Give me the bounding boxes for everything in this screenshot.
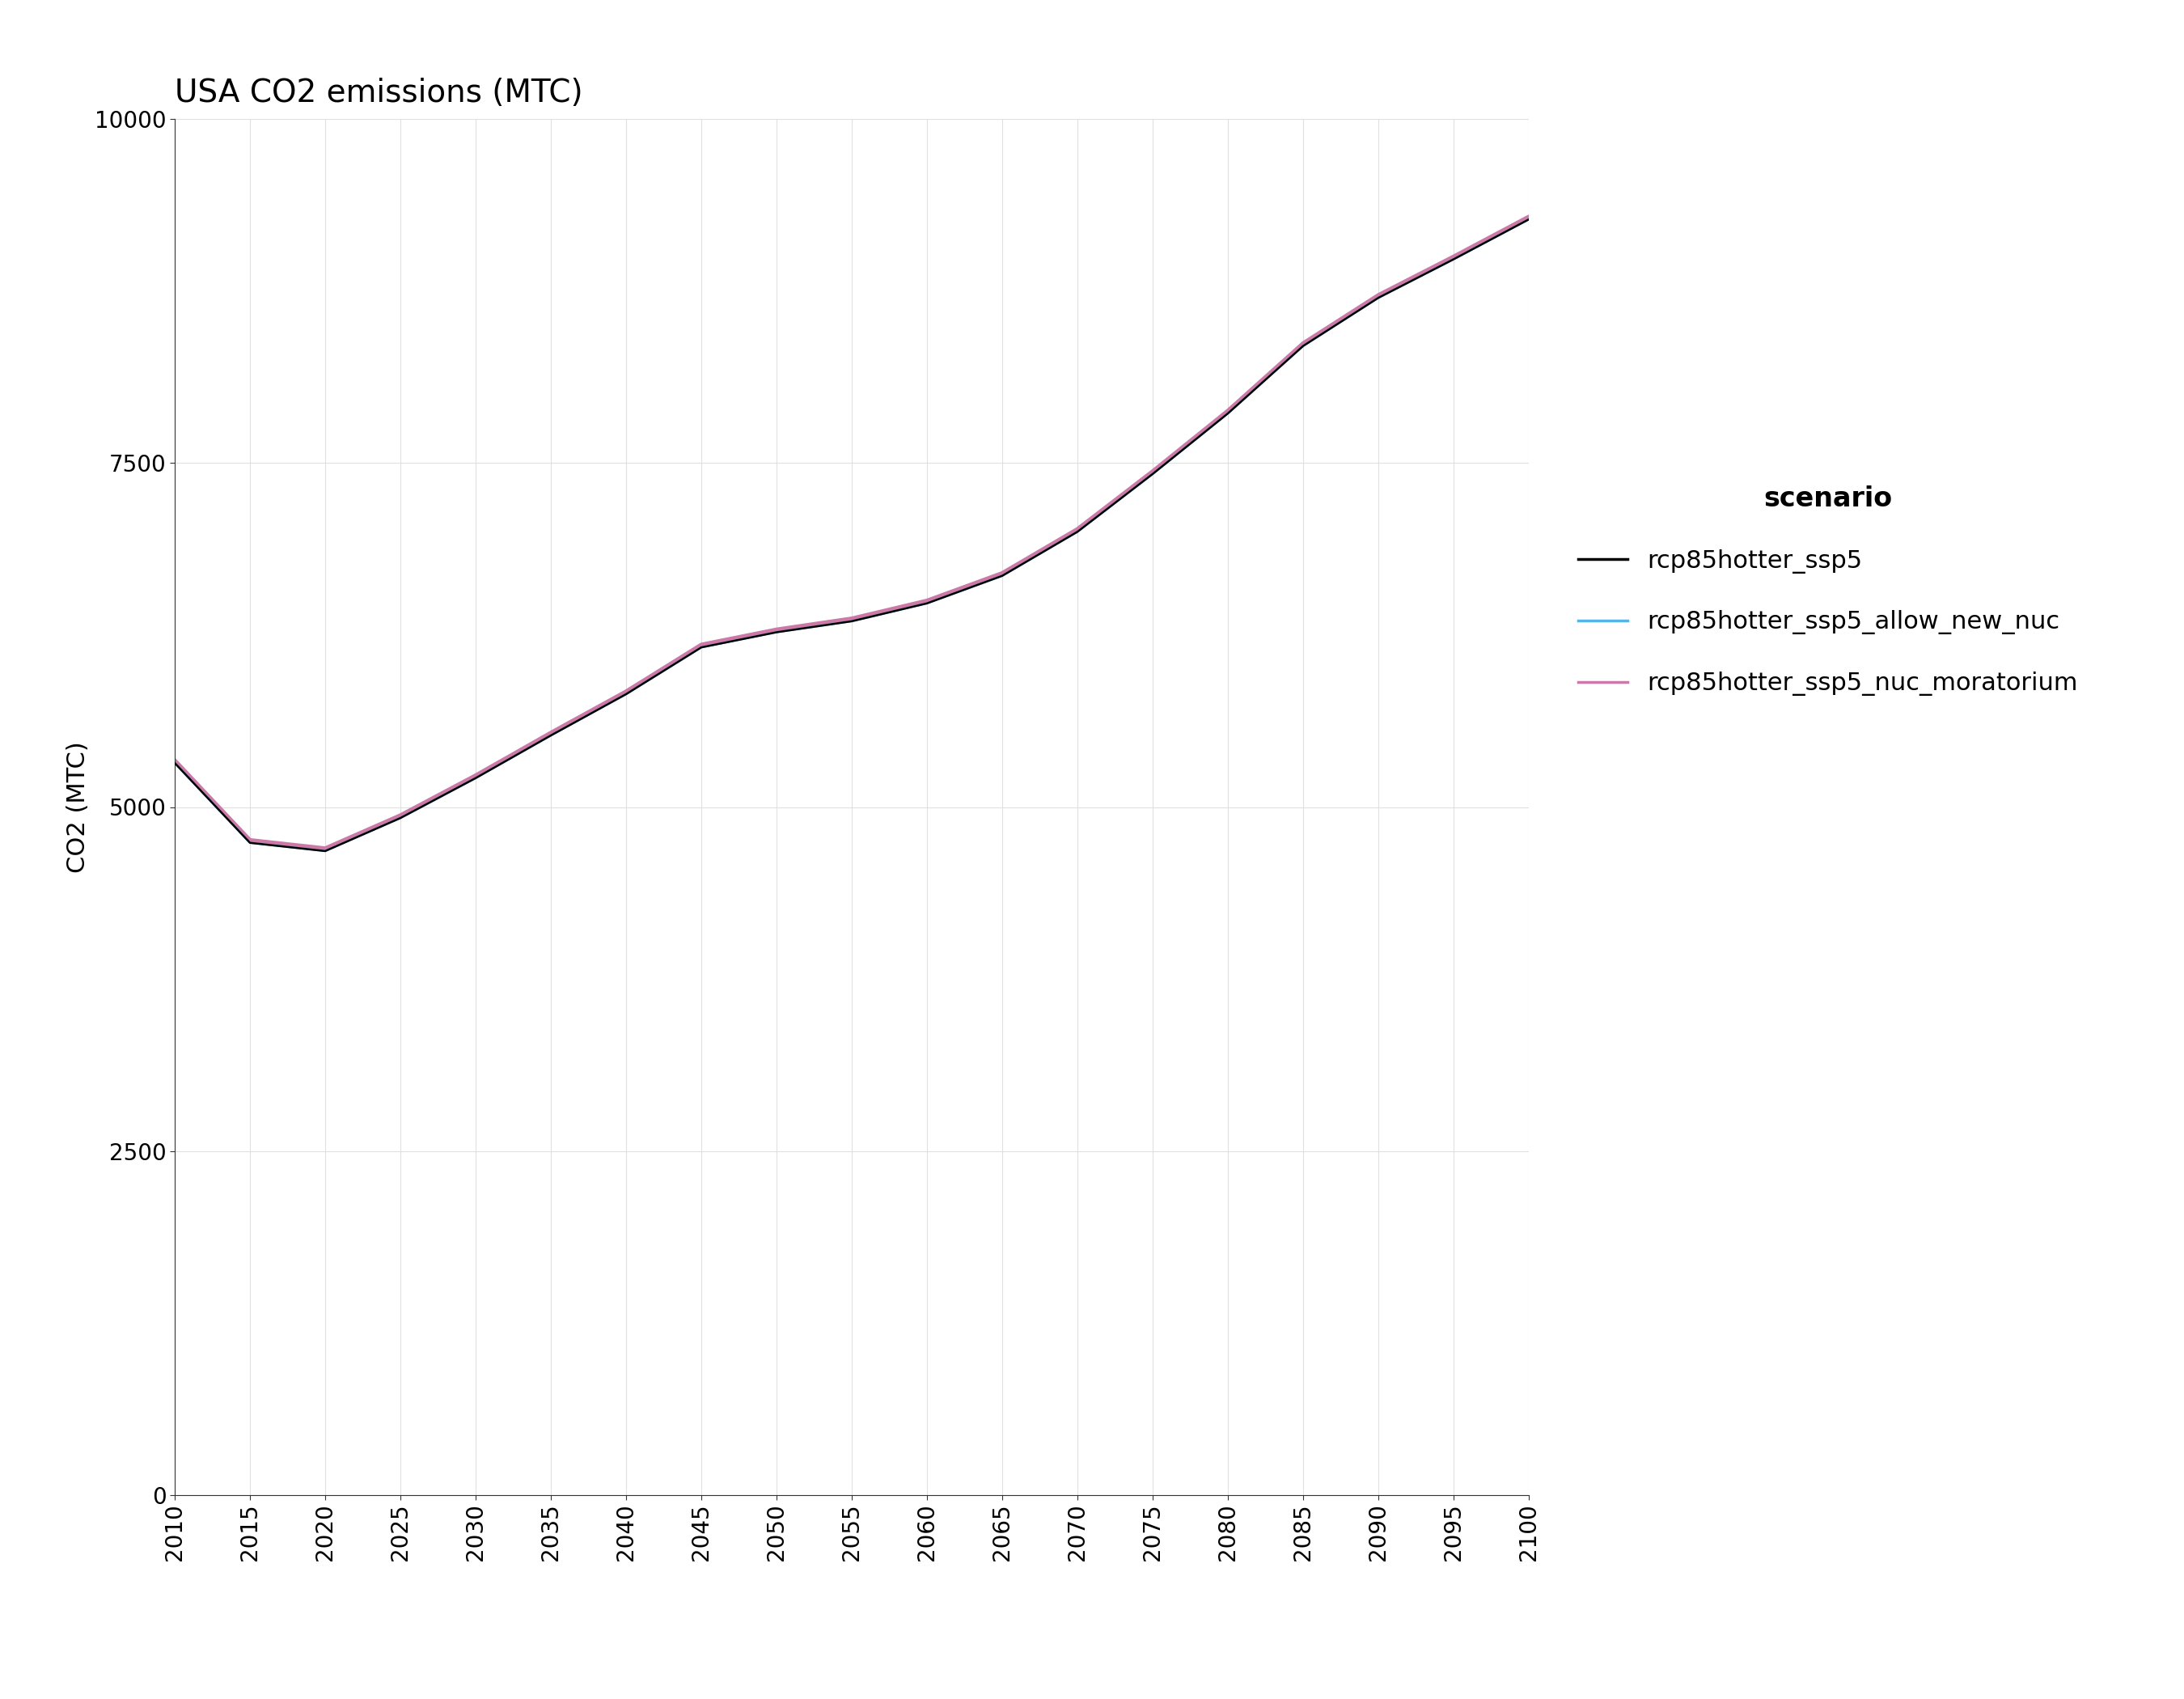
Y-axis label: CO2 (MTC): CO2 (MTC): [68, 741, 90, 873]
Text: USA CO2 emissions (MTC): USA CO2 emissions (MTC): [175, 78, 583, 109]
Legend: rcp85hotter_ssp5, rcp85hotter_ssp5_allow_new_nuc, rcp85hotter_ssp5_nuc_moratoriu: rcp85hotter_ssp5, rcp85hotter_ssp5_allow…: [1568, 476, 2088, 705]
